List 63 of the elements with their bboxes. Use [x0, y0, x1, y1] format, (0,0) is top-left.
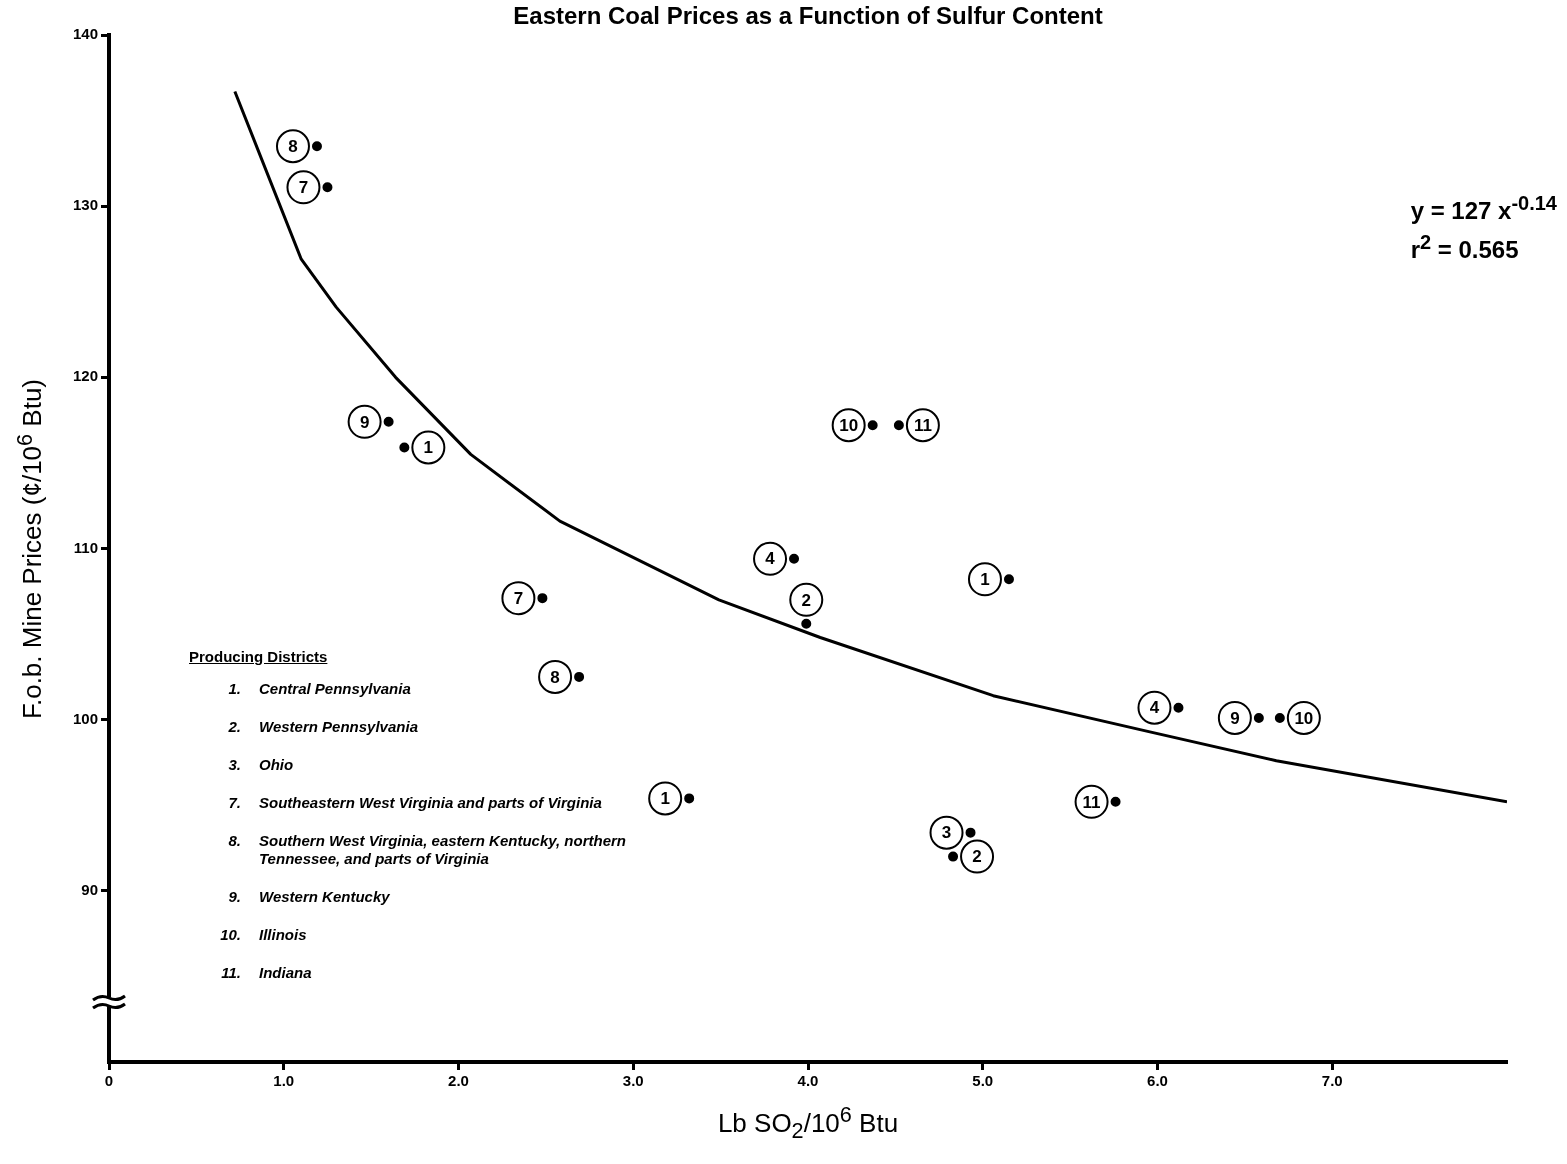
x-tick-label: 7.0: [1321, 1072, 1343, 1090]
annotation: 1: [980, 570, 990, 589]
annotation: 10: [1294, 708, 1314, 728]
point: [537, 593, 548, 604]
y-tick-label: 110: [73, 538, 99, 556]
annotation: 1. Central Pennsylvania: [227, 679, 411, 698]
annotation: 4: [1149, 698, 1160, 718]
point: [789, 553, 800, 564]
x-tick-label: 4.0: [797, 1072, 819, 1090]
y-tick-label: 100: [73, 709, 99, 727]
chart-title: Eastern Coal Prices as a Function of Sulfur Content: [513, 2, 1103, 30]
point: [684, 793, 695, 804]
y-tick-label: 120: [73, 367, 99, 385]
point: [801, 618, 812, 629]
annotation: 8: [550, 667, 560, 687]
annotation: 8. Southern West Virginia, eastern Kentucky, northern Tennessee, and parts of Virginia: [227, 831, 628, 868]
annotation: 9: [359, 412, 370, 432]
x-tick-label: 1.0: [273, 1072, 295, 1090]
x-tick-label: 0: [104, 1072, 114, 1090]
annotation: 9: [1230, 708, 1240, 728]
annotation: 11: [913, 415, 932, 435]
annotation: 9. Western Kentucky: [227, 887, 391, 906]
x-tick-label: 3.0: [622, 1072, 644, 1090]
x-tick-label: 5.0: [972, 1072, 994, 1090]
annotation: 7: [298, 178, 309, 198]
annotation: 10. Illinois: [219, 925, 308, 944]
annotation: 3. Ohio: [227, 755, 295, 774]
point: [948, 851, 959, 862]
annotation: 8: [288, 136, 298, 156]
point: [322, 182, 333, 193]
point: [1173, 702, 1184, 713]
y-tick-label: 90: [81, 880, 99, 898]
point: [311, 141, 322, 152]
point: [867, 420, 878, 431]
annotation: 2: [972, 847, 982, 867]
annotation: 7: [513, 588, 524, 608]
annotation: 2: [801, 590, 811, 610]
x-tick-label: 2.0: [448, 1072, 469, 1090]
annotation: 1: [423, 438, 434, 458]
point: [893, 420, 904, 431]
annotation: 11: [1082, 792, 1101, 812]
annotation: 2. Western Pennsylvania: [227, 717, 419, 736]
point: [1003, 574, 1014, 585]
y-tick-label: 130: [73, 196, 99, 214]
annotation: 4: [765, 549, 776, 569]
annotation: y = 127 x$^{-0.14}$: [1410, 191, 1557, 227]
annotation: Producing Districts: [189, 647, 329, 666]
annotation: r$^{2}$ = 0.565: [1410, 229, 1520, 265]
point: [965, 827, 976, 838]
point: [383, 416, 394, 427]
x-axis-title: Lb SO$_{2}$/10$^{6}$ Btu: [717, 1102, 899, 1144]
point: [1110, 796, 1121, 807]
annotation: 7. Southeastern West Virginia and parts of Virginia: [227, 793, 602, 812]
point: [1253, 712, 1264, 723]
point: [399, 442, 410, 453]
y-tick-label: 140: [73, 25, 99, 43]
annotation: 1: [660, 789, 670, 809]
annotation: 3: [941, 823, 952, 843]
annotation: 11. Indiana: [220, 963, 313, 982]
annotation: 10: [839, 415, 859, 435]
point: [1274, 712, 1285, 723]
x-tick-label: 6.0: [1147, 1072, 1168, 1090]
point: [574, 671, 585, 682]
